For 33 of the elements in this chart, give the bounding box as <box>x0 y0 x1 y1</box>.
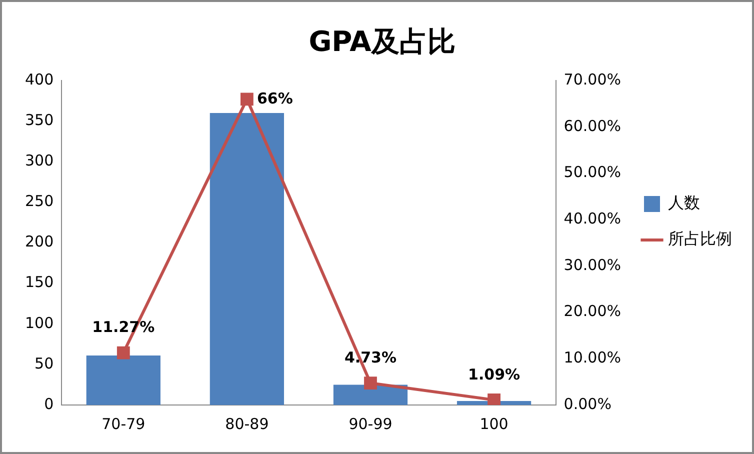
point <box>116 346 130 360</box>
x-tick-label: 80-89 <box>225 414 269 433</box>
y-tick-label: 200 <box>24 232 54 251</box>
point <box>364 376 377 390</box>
y-tick-label: 100 <box>24 314 54 332</box>
y2-tick-label: 10.00% <box>564 348 622 367</box>
bar <box>86 356 160 405</box>
bar <box>333 384 408 405</box>
y2-tick-label: 20.00% <box>564 302 622 320</box>
x-tick-label: 100 <box>480 414 508 433</box>
data-label: 66% <box>256 90 293 108</box>
y2-tick-label: 50.00% <box>564 163 622 182</box>
x-tick-label: 90-99 <box>348 414 392 433</box>
y-tick-label: 150 <box>24 273 54 292</box>
y-tick-label: 250 <box>24 192 54 210</box>
bar <box>210 113 284 405</box>
y-tick-label: 0 <box>44 394 54 413</box>
legend-label: 所占比例 <box>668 229 732 248</box>
y-tick-label: 350 <box>24 111 54 130</box>
y2-tick-label: 70.00% <box>564 70 622 88</box>
y2-tick-label: 0.00% <box>564 394 612 413</box>
y-tick-label: 300 <box>24 152 54 170</box>
point <box>488 394 500 405</box>
y2-tick-label: 60.00% <box>564 116 622 135</box>
point <box>240 92 254 106</box>
legend-label: 人数 <box>668 193 700 212</box>
x-tick-label: 70-79 <box>102 414 146 433</box>
y2-tick-label: 30.00% <box>564 256 622 274</box>
chart-title: GPA及占比 <box>308 25 456 58</box>
y2-tick-label: 40.00% <box>564 210 622 228</box>
data-label: 1.09% <box>468 365 520 384</box>
y-tick-label: 400 <box>24 70 54 88</box>
y-tick-label: 50 <box>34 354 54 372</box>
